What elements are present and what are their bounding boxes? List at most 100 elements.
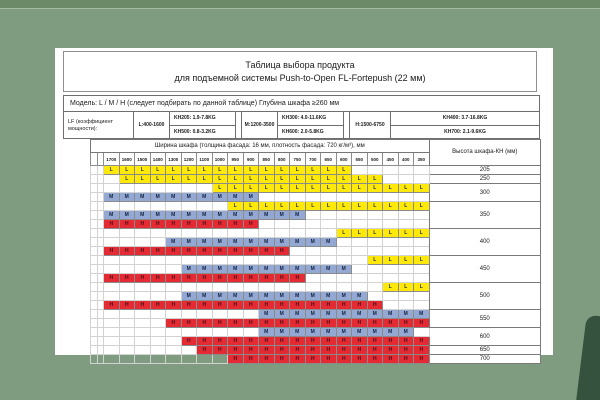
grid-row: M M M M M M M M M M 600 (90, 327, 541, 346)
grid-cell (180, 282, 197, 292)
grid-cell-L: L (242, 165, 259, 175)
grid-cell-H: H (242, 273, 259, 283)
grid-cell (196, 255, 213, 265)
grid-cell-M: M (335, 309, 352, 319)
grid-cell (211, 201, 228, 211)
grid-cell (273, 228, 290, 238)
grid-cell-M: M (149, 192, 166, 202)
grid-cell-M: M (180, 291, 197, 301)
grid-cell (335, 210, 352, 220)
grid-cell-H: H (165, 300, 182, 310)
grid-cell-M: M (227, 192, 244, 202)
grid-cell-M: M (196, 237, 213, 247)
grid-cell-H: H (413, 318, 430, 328)
grid-cell (320, 246, 337, 256)
grid-cell-H: H (242, 345, 259, 355)
height-label: 205 (428, 165, 541, 175)
width-value: 950 (227, 152, 244, 166)
grid-cell (118, 345, 135, 355)
grid-cell (366, 237, 383, 247)
grid-cell (149, 318, 166, 328)
grid-cell (149, 327, 166, 337)
grid-cell-M: M (211, 237, 228, 247)
grid-cell (103, 228, 120, 238)
grid-cell (382, 219, 399, 229)
grid-cell (103, 264, 120, 274)
grid-cell (289, 192, 306, 202)
grid-cell (304, 228, 321, 238)
grid-cell-L: L (289, 165, 306, 175)
grid-cell-H: H (382, 318, 399, 328)
grid-cell-M: M (382, 309, 399, 319)
grid-cell (103, 354, 120, 364)
grid-cell-L: L (289, 201, 306, 211)
grid-cell-M: M (165, 237, 182, 247)
grid-cell-H: H (242, 318, 259, 328)
height-label: 300 (428, 183, 541, 202)
grid-cell (149, 237, 166, 247)
grid-cell-H: H (103, 246, 120, 256)
grid-cell (196, 228, 213, 238)
grid-cell-M: M (180, 192, 197, 202)
grid-cell-L: L (242, 174, 259, 184)
grid-cell-M: M (227, 264, 244, 274)
grid-cell (304, 255, 321, 265)
height-label: 600 (428, 327, 541, 346)
grid-cell-L: L (382, 183, 399, 193)
grid-cell (273, 282, 290, 292)
grid-cell-M: M (149, 210, 166, 220)
grid-cell (366, 192, 383, 202)
grid-row: L L L L L L L L L L L L L 350 (90, 201, 541, 229)
grid-cell (258, 282, 275, 292)
grid-cell-M: M (273, 210, 290, 220)
grid-cell-H: H (103, 300, 120, 310)
height-label: 550 (428, 309, 541, 328)
grid-cell-L: L (134, 174, 151, 184)
height-label: 650 (428, 345, 541, 355)
grid-cell-H: H (165, 246, 182, 256)
grid-cell-H: H (242, 336, 259, 346)
grid-cell-H: H (180, 246, 197, 256)
grid-cell-M: M (227, 210, 244, 220)
grid-cell-H: H (304, 318, 321, 328)
width-value: 1300 (165, 152, 182, 166)
grid-cell-H: H (258, 345, 275, 355)
grid-cell-M: M (273, 291, 290, 301)
grid-cell (397, 192, 414, 202)
grid-cell (118, 291, 135, 301)
width-values-row: 1700 1600 1500 1400 1300 1200 1100 1000 950 900 85… (90, 152, 541, 166)
height-header: Высота шкафа-КН (мм) (428, 139, 541, 166)
grid-cell (397, 174, 414, 184)
lf-kh-l: KH205: 1.9-7.8KG KH500: 0.8-3.2KG (170, 112, 236, 138)
grid-cell-M: M (134, 192, 151, 202)
grid-cell-H: H (258, 354, 275, 364)
grid-cell-L: L (258, 201, 275, 211)
grid-cell-H: H (366, 300, 383, 310)
grid-cell (289, 282, 306, 292)
grid-cell (180, 354, 197, 364)
grid-cell-L: L (366, 255, 383, 265)
width-value: 350 (413, 152, 430, 166)
grid-cell (103, 174, 120, 184)
grid-cell (165, 282, 182, 292)
grid-cell-L: L (382, 282, 399, 292)
grid-cell (103, 318, 120, 328)
grid-cell-M: M (180, 264, 197, 274)
grid-cell (196, 282, 213, 292)
grid-cell-H: H (211, 345, 228, 355)
grid-cell-H: H (273, 345, 290, 355)
grid-cell (227, 255, 244, 265)
grid-cell-H: H (351, 300, 368, 310)
grid-cell (211, 228, 228, 238)
grid-cell (149, 264, 166, 274)
grid-cell (382, 165, 399, 175)
lf-spacer (344, 112, 350, 138)
grid-cell (103, 309, 120, 319)
product-table-card: Таблица выбора продукта для подъемной си… (55, 48, 553, 364)
grid-cell (149, 255, 166, 265)
grid-cell-L: L (397, 228, 414, 238)
grid-cell (103, 237, 120, 247)
grid-cell-M: M (304, 291, 321, 301)
